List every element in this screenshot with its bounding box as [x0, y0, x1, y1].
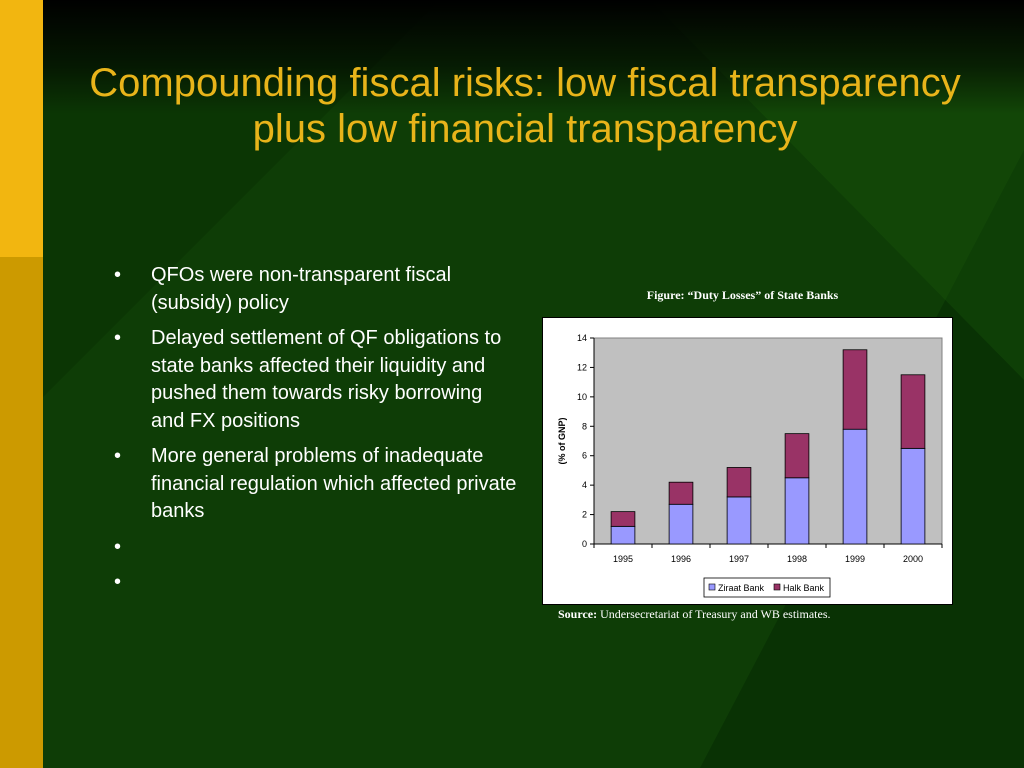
x-tick-label: 1998 [787, 554, 807, 564]
bullet-text: QFOs were non-transparent fiscal (subsid… [151, 264, 452, 314]
bullet-symbol: • [114, 445, 122, 467]
stacked-bar-chart: 0 2 4 6 8 10 12 14 (% of GNP) 1995 1996 1997 1998 199… [557, 333, 943, 598]
bullet-item: • Delayed settlement of QF obligations to… [108, 325, 518, 435]
y-tick-label: 2 [582, 510, 587, 520]
source-label: Source: [558, 607, 598, 621]
bullet-symbol: • [114, 570, 122, 593]
bar-ziraat [784, 477, 810, 545]
x-tick-label: 2000 [903, 554, 923, 564]
chart-container: 0 2 4 6 8 10 12 14 (% of GNP) 1995 1996 1997 1998 199… [542, 317, 953, 605]
bar-ziraat [842, 428, 868, 545]
source-note: Source: Undersecretariat of Treasury and… [558, 607, 988, 622]
side-bar-bottom [0, 257, 43, 768]
bar-halk [668, 481, 694, 505]
bar-ziraat [610, 525, 636, 545]
bar-halk [784, 433, 810, 479]
bar-halk [726, 467, 752, 498]
bar-halk [610, 511, 636, 527]
x-tick-label: 1999 [845, 554, 865, 564]
side-bar-top [0, 0, 43, 257]
bullet-symbol: • [114, 327, 122, 349]
bullet-item: • More general problems of inadequate fin… [108, 443, 518, 526]
bullet-symbol: • [114, 264, 122, 286]
legend-swatch [773, 583, 781, 591]
x-tick-label: 1996 [671, 554, 691, 564]
y-tick-label: 4 [582, 480, 587, 490]
y-tick-label: 6 [582, 451, 587, 461]
bullet-text: More general problems of inadequate fina… [151, 445, 517, 522]
legend-swatch [708, 583, 716, 591]
y-tick-label: 14 [577, 333, 587, 343]
bullet-item: • [108, 569, 518, 596]
y-tick-label: 0 [582, 539, 587, 549]
bar-ziraat [668, 503, 694, 545]
y-tick-label: 10 [577, 392, 587, 402]
bar-ziraat [900, 447, 926, 545]
bar-halk [842, 349, 868, 430]
bullet-text: Delayed settlement of QF obligations to … [151, 327, 502, 432]
x-tick-label: 1997 [729, 554, 749, 564]
x-tick-label: 1995 [613, 554, 633, 564]
bullet-item: • [108, 534, 518, 561]
bar-ziraat [726, 496, 752, 545]
legend [703, 577, 831, 598]
plot-area [593, 337, 943, 545]
source-text: Undersecretariat of Treasury and WB esti… [600, 607, 831, 621]
slide-title: Compounding fiscal risks: low fiscal tra… [89, 61, 961, 151]
bullet-item: • QFOs were non-transparent fiscal (subsi… [108, 262, 518, 317]
bullet-list: • QFOs were non-transparent fiscal (subsi… [108, 262, 518, 604]
legend-label: Halk Bank [783, 583, 825, 593]
bullet-symbol: • [114, 535, 122, 558]
figure-caption: Figure: “Duty Losses” of State Banks [646, 288, 839, 302]
bar-halk [900, 374, 926, 449]
y-tick-label: 8 [582, 421, 587, 431]
legend-label: Ziraat Bank [718, 583, 765, 593]
y-tick-label: 12 [577, 362, 587, 372]
y-axis-label: (% of GNP) [557, 418, 567, 465]
